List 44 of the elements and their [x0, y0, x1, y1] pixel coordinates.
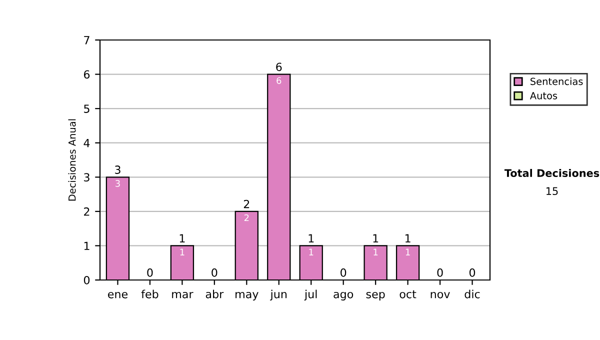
y-tick-label: 6 — [84, 70, 90, 79]
total-label: 1 — [405, 234, 410, 242]
total-label: 0 — [147, 268, 153, 277]
x-tick-label: oct — [400, 290, 416, 298]
total-label: 0 — [469, 268, 476, 277]
y-tick-label: 3 — [84, 173, 90, 182]
x-tick-label: dic — [464, 290, 480, 298]
x-tick-label: mar — [172, 292, 194, 298]
total-label: 0 — [437, 268, 443, 277]
legend-label: Autos — [530, 92, 558, 100]
y-axis-title: Decisiones Anual — [68, 119, 76, 201]
x-tick-label: ago — [334, 292, 354, 300]
x-tick-label: sep — [366, 292, 385, 300]
total-label: 1 — [180, 234, 185, 242]
data-label: 2 — [244, 214, 249, 222]
y-tick-label: 1 — [84, 242, 90, 250]
y-tick-label: 2 — [84, 207, 90, 216]
y-tick-label: 7 — [84, 36, 90, 44]
total-label: 3 — [115, 166, 120, 174]
data-label: 1 — [406, 248, 410, 256]
x-tick-label: ene — [108, 292, 128, 298]
data-label: 6 — [276, 77, 282, 84]
x-tick-label: may — [236, 292, 258, 300]
total-label: 1 — [308, 234, 314, 242]
legend-label: Sentencias — [530, 78, 583, 86]
total-label: 1 — [373, 234, 378, 242]
x-tick-label: jun — [270, 290, 287, 300]
data-label: 1 — [180, 248, 184, 256]
total-label: 2 — [244, 200, 250, 208]
text: 15 — [546, 187, 558, 196]
y-tick-label: 5 — [84, 104, 90, 113]
data-label: 3 — [116, 180, 120, 187]
y-tick-label: 0 — [84, 276, 90, 284]
x-tick-label: nov — [430, 292, 450, 298]
data-label: 1 — [374, 248, 378, 256]
y-tick-label: 4 — [84, 138, 90, 148]
total-label: 0 — [340, 268, 346, 277]
x-tick-label: jul — [304, 290, 317, 300]
total-label: 0 — [212, 268, 218, 277]
total-label: 6 — [276, 62, 282, 72]
x-tick-label: feb — [141, 290, 158, 298]
text: Total Decisiones — [504, 168, 600, 178]
x-tick-label: abr — [206, 290, 224, 298]
data-label: 1 — [309, 248, 314, 256]
